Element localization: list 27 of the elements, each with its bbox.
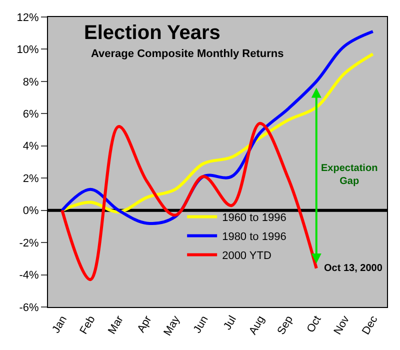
legend-label: 2000 YTD <box>222 250 272 262</box>
y-tick-label: -6% <box>19 302 40 314</box>
x-tick-label: Mar <box>106 314 126 336</box>
x-tick-label: Jun <box>191 314 211 336</box>
x-tick-label: Jul <box>222 314 239 332</box>
annotation: Oct 13, 2000 <box>324 263 383 274</box>
x-tick-label: Apr <box>135 314 154 335</box>
y-tick-label: 4% <box>22 140 40 153</box>
x-tick-label: Feb <box>78 314 98 336</box>
y-tick-label: 0% <box>22 205 40 218</box>
y-tick-label: 6% <box>22 108 40 121</box>
line-series <box>60 122 318 282</box>
text: Average Composite Monthly Returns <box>91 48 284 60</box>
x-tick-label: Sep <box>275 314 296 337</box>
x-tick-label: Dec <box>360 314 380 337</box>
legend-label: 1980 to 1996 <box>222 231 286 244</box>
legend-label: 1960 to 1996 <box>222 212 286 224</box>
y-tick-label: 8% <box>22 76 40 88</box>
chart-title: Election Years <box>84 22 220 44</box>
x-tick-label: Oct <box>304 314 324 335</box>
y-tick-label: 2% <box>22 172 40 185</box>
annotation: Expectation Gap <box>321 163 378 187</box>
y-tick-label: -4% <box>19 270 40 282</box>
y-tick-label: 12% <box>16 12 40 24</box>
y-tick-label: -2% <box>19 237 40 250</box>
x-tick-label: Jan <box>50 314 70 336</box>
y-tick-label: 10% <box>16 44 40 56</box>
